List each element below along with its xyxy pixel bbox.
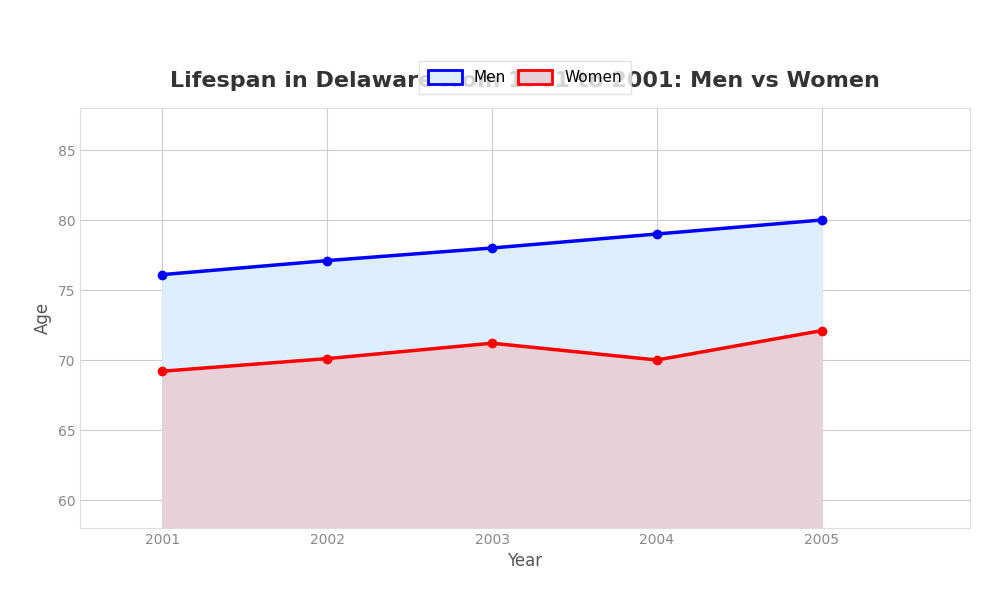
Y-axis label: Age: Age bbox=[34, 302, 52, 334]
Women bbox=[651, 356, 663, 364]
Women bbox=[156, 368, 168, 375]
Title: Lifespan in Delaware from 1961 to 2001: Men vs Women: Lifespan in Delaware from 1961 to 2001: … bbox=[170, 71, 880, 91]
Legend: Men, Women: Men, Women bbox=[419, 61, 631, 94]
Women bbox=[321, 355, 333, 362]
Women bbox=[816, 327, 828, 334]
Line: Women: Women bbox=[158, 326, 826, 376]
Men bbox=[321, 257, 333, 264]
Line: Men: Men bbox=[158, 216, 826, 279]
Women bbox=[486, 340, 498, 347]
X-axis label: Year: Year bbox=[507, 553, 543, 571]
Men bbox=[486, 244, 498, 251]
Men bbox=[651, 230, 663, 238]
Men bbox=[156, 271, 168, 278]
Men bbox=[816, 217, 828, 224]
